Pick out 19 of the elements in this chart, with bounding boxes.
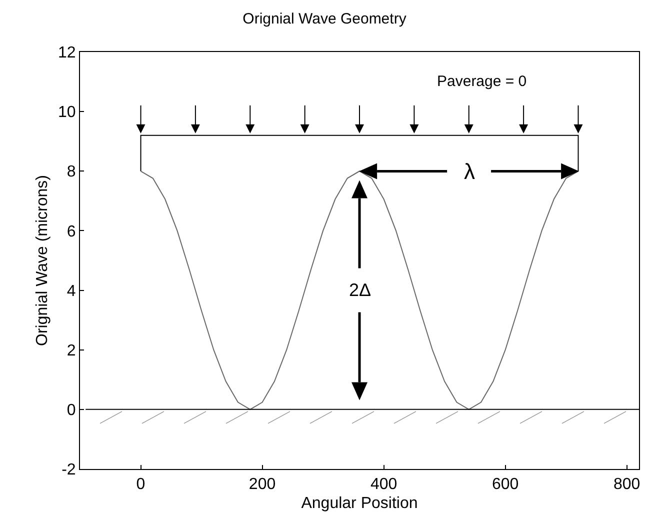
annotation: Paverage = 0 [437, 73, 527, 90]
y-tick-label: 2 [66, 342, 76, 360]
chart-title: Orignial Wave Geometry [242, 10, 407, 28]
x-tick-label: 400 [370, 476, 398, 494]
y-tick-label: 6 [66, 223, 76, 240]
y-tick-label: 4 [66, 282, 76, 300]
y-tick-label: -2 [62, 462, 76, 479]
annotation: 2Δ [349, 280, 372, 300]
y-tick-label: 12 [58, 44, 76, 62]
x-tick-label: 0 [136, 476, 146, 494]
y-tick-label: 10 [58, 104, 76, 122]
annotation: λ [464, 159, 475, 184]
y-tick-label: 8 [66, 164, 76, 181]
x-tick-label: 200 [248, 476, 276, 494]
y-tick-label: 0 [66, 402, 76, 420]
x-tick-label: 600 [492, 476, 519, 494]
x-tick-label: 800 [614, 476, 640, 494]
x-axis-title: Angular Position [301, 494, 418, 512]
y-axis-title: Orignial Wave (microns) [34, 175, 51, 346]
